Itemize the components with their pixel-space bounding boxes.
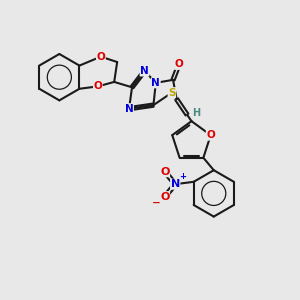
Text: O: O — [206, 130, 215, 140]
Text: O: O — [175, 59, 183, 69]
Text: +: + — [179, 172, 186, 181]
Text: N: N — [125, 104, 134, 114]
Text: S: S — [168, 88, 176, 98]
Text: N: N — [171, 179, 180, 189]
Text: N: N — [140, 66, 149, 76]
Text: O: O — [94, 81, 102, 92]
Text: O: O — [160, 167, 170, 177]
Text: H: H — [192, 108, 200, 118]
Text: O: O — [160, 192, 170, 202]
Text: −: − — [152, 198, 161, 208]
Text: O: O — [96, 52, 105, 62]
Text: N: N — [152, 78, 160, 88]
